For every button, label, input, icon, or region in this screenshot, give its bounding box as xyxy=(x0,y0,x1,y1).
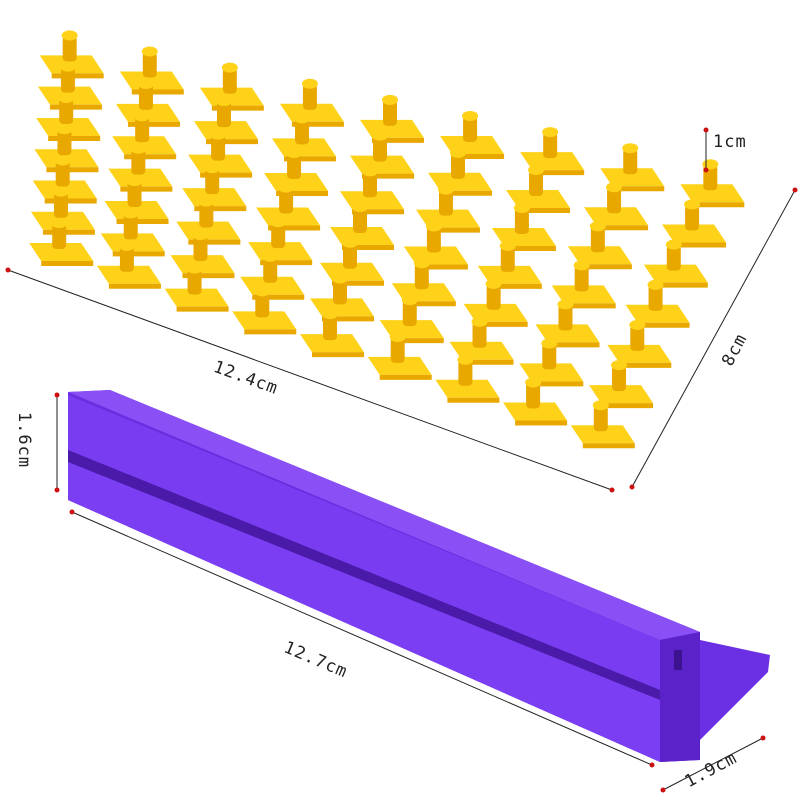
bar-end-slot xyxy=(674,650,682,670)
letter-stamp xyxy=(391,258,456,307)
letter-stamp xyxy=(164,263,229,312)
dimension-line-grid-width xyxy=(631,189,796,488)
letter-stamp xyxy=(519,338,584,387)
letter-stamp xyxy=(279,78,344,127)
dimension-endpoint-dot xyxy=(760,735,766,741)
letter-stamp xyxy=(360,94,424,143)
letter-stamp xyxy=(551,260,616,309)
dimension-endpoint-dot xyxy=(649,762,655,768)
letter-stamp xyxy=(29,218,94,267)
letter-stamp xyxy=(170,230,235,279)
dimension-endpoint-dot xyxy=(703,167,709,173)
letter-stamp xyxy=(662,199,727,248)
bar-groove xyxy=(68,450,660,700)
letter-stamp xyxy=(600,143,665,192)
bar-top-face xyxy=(68,390,700,640)
letter-stamp xyxy=(240,251,305,300)
dimension-endpoint-dot xyxy=(660,787,666,793)
letter-stamp xyxy=(503,377,568,426)
dimension-line-bar-width xyxy=(662,737,764,791)
letter-stamp xyxy=(643,239,708,288)
bar-flange xyxy=(700,640,770,740)
letter-stamp xyxy=(570,400,635,449)
dimension-endpoint-dot xyxy=(703,127,709,133)
letter-stamp xyxy=(625,279,690,328)
label-stamp-height: 1cm xyxy=(713,132,747,152)
letter-stamp xyxy=(367,331,432,380)
letter-stamp xyxy=(567,221,632,270)
dimension-endpoint-dot xyxy=(69,509,75,515)
letter-stamp xyxy=(584,182,649,231)
label-bar-height: 1.6cm xyxy=(14,411,35,469)
dimension-endpoint-dot xyxy=(629,484,635,490)
stamp-holder-bar xyxy=(68,390,770,762)
bar-lower-plate xyxy=(68,462,660,762)
bar-end-face xyxy=(660,632,700,762)
dimension-endpoint-dot xyxy=(792,187,798,193)
letter-stamp xyxy=(535,299,600,348)
letter-stamp xyxy=(199,62,264,111)
letter-stamp-set xyxy=(29,30,745,449)
bar-upper-plate xyxy=(68,395,660,690)
dimension-lines xyxy=(7,130,796,791)
dimension-endpoint-dot xyxy=(5,267,11,273)
dimension-endpoint-dot xyxy=(54,487,60,493)
letter-stamp xyxy=(232,286,297,335)
letter-stamp xyxy=(440,110,505,159)
letter-stamp xyxy=(607,319,672,368)
letter-stamp xyxy=(435,354,500,403)
letter-stamp xyxy=(182,163,247,212)
letter-stamp xyxy=(589,360,654,409)
dimension-endpoint-dot xyxy=(609,487,615,493)
dimension-endpoint-dot xyxy=(54,392,60,398)
letter-stamp xyxy=(193,96,258,145)
letter-stamp xyxy=(96,240,161,289)
dimension-line-grid-length xyxy=(7,269,613,491)
letter-stamp xyxy=(100,208,165,257)
dimension-line-bar-length xyxy=(71,511,653,766)
letter-stamp xyxy=(428,147,493,196)
letter-stamp xyxy=(300,309,364,358)
letter-stamp xyxy=(176,196,241,245)
